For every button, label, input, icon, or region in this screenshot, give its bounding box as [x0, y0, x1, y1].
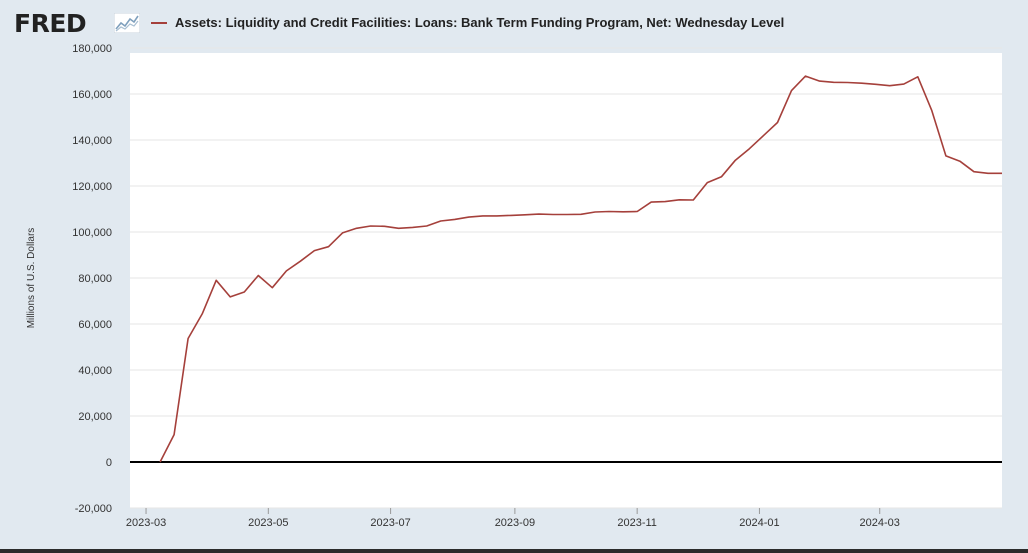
y-tick-label: 180,000: [72, 43, 112, 55]
y-axis-label: Millions of U.S. Dollars: [26, 228, 37, 329]
x-axis-ticks: 2023-03 2023-05 2023-07 2023-09 2023-11 2024-…: [126, 508, 900, 529]
x-tick-label: 2023-11: [617, 517, 657, 529]
y-tick-label: 0: [106, 457, 112, 469]
x-tick-label: 2023-03: [126, 517, 166, 529]
y-tick-label: 120,000: [72, 181, 112, 193]
series-group: [159, 75, 1002, 463]
y-tick-label: 60,000: [78, 319, 112, 331]
line-graph-icon: [114, 13, 140, 33]
x-tick-label: 2023-07: [370, 517, 410, 529]
y-tick-label: 140,000: [72, 135, 112, 147]
x-tick-label: 2024-01: [739, 517, 779, 529]
x-tick-label: 2023-05: [248, 517, 288, 529]
y-tick-label: 160,000: [72, 89, 112, 101]
y-tick-label: 40,000: [78, 365, 112, 377]
y-tick-label: -20,000: [75, 503, 112, 515]
y-tick-label: 20,000: [78, 411, 112, 423]
y-tick-label: 80,000: [78, 273, 112, 285]
gridlines: [130, 47, 1002, 509]
fred-logo[interactable]: FRED: [14, 9, 87, 38]
legend[interactable]: Assets: Liquidity and Credit Facilities:…: [151, 15, 784, 30]
legend-swatch: [151, 21, 167, 24]
bottom-border: [0, 549, 1028, 553]
y-tick-label: 100,000: [72, 227, 112, 239]
series-line[interactable]: [159, 75, 1002, 463]
legend-label: Assets: Liquidity and Credit Facilities:…: [175, 15, 785, 30]
plot-area: [130, 53, 1002, 508]
y-axis-ticks: -20,000 0 20,000 40,000 60,000 80,000 100,000 1…: [72, 43, 112, 515]
x-tick-label: 2023-09: [495, 517, 535, 529]
x-tick-label: 2024-03: [860, 517, 900, 529]
